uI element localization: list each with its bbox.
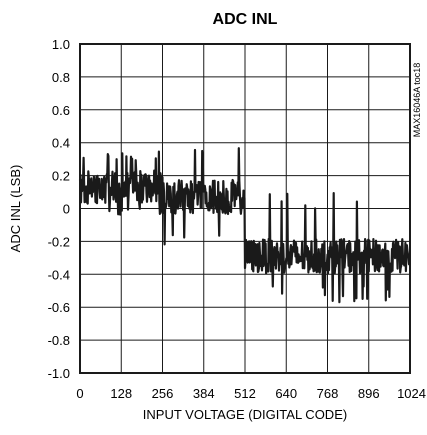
chart-title: ADC INL: [213, 11, 278, 28]
x-tick-label: 384: [193, 386, 215, 401]
y-tick-label: 0: [63, 202, 70, 217]
y-tick-label: -1.0: [48, 366, 70, 381]
plot-frame: [79, 43, 411, 374]
y-tick-label: -0.6: [48, 300, 70, 315]
x-tick-label: 128: [110, 386, 132, 401]
inl-series-line: [78, 147, 411, 304]
x-tick-label: 1024: [397, 386, 426, 401]
y-tick-label: 0.6: [52, 103, 70, 118]
y-tick-label: 0.8: [52, 70, 70, 85]
y-tick-label: 0.4: [52, 136, 70, 151]
y-tick-label: -0.8: [48, 333, 70, 348]
x-tick-labels: 0 128 256 384 512 640 768 896 1024: [76, 386, 426, 401]
figure-note: MAX16046A toc18: [412, 63, 422, 138]
x-tick-label: 512: [234, 386, 256, 401]
y-tick-labels: 1.0 0.8 0.6 0.4 0.2 0 -0.2 -0.4 -0.6 -0.8 -1.0: [48, 37, 70, 381]
y-tick-label: 0.2: [52, 169, 70, 184]
x-tick-label: 0: [76, 386, 83, 401]
grid-lines: [79, 43, 411, 374]
x-tick-label: 896: [358, 386, 380, 401]
y-axis-label: ADC INL (LSB): [8, 165, 23, 253]
x-tick-label: 640: [275, 386, 297, 401]
y-tick-label: 1.0: [52, 37, 70, 52]
y-tick-label: -0.4: [48, 267, 70, 282]
x-tick-label: 768: [317, 386, 339, 401]
x-axis-label: INPUT VOLTAGE (DIGITAL CODE): [143, 407, 347, 422]
x-tick-label: 256: [152, 386, 174, 401]
y-tick-label: -0.2: [48, 234, 70, 249]
